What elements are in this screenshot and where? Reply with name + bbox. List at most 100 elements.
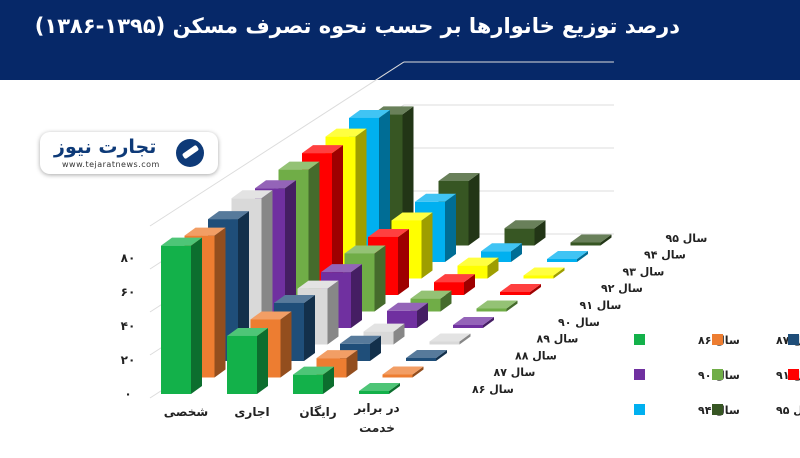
logo-url: www.tejaratnews.com (62, 160, 160, 169)
bar-side (214, 227, 226, 378)
bar (429, 333, 471, 345)
bar (293, 366, 334, 394)
bar-top (434, 274, 475, 283)
y-tick-label: ۲۰ (121, 353, 136, 367)
bar-side (327, 280, 339, 345)
bar-side (346, 350, 358, 378)
bar-top (382, 366, 424, 375)
bar-top (325, 128, 367, 137)
bar (481, 243, 522, 262)
bar (547, 251, 588, 262)
bar-side (285, 180, 296, 328)
bar-side (191, 237, 202, 394)
legend-swatch (712, 334, 723, 345)
bar-top (391, 212, 433, 221)
bar-front (359, 391, 389, 394)
bar-side (417, 302, 428, 328)
bar-front (382, 374, 413, 378)
bar-side (370, 335, 381, 361)
depth-label: سال ۹۰ (558, 316, 600, 329)
bar-front (500, 292, 530, 295)
bar-front (523, 275, 554, 279)
bar-top (547, 251, 588, 259)
legend-swatch (634, 369, 645, 380)
bars (161, 106, 612, 394)
bar-side (530, 284, 541, 295)
bar (453, 317, 494, 328)
bar-top (344, 245, 386, 254)
bar-top (438, 173, 480, 181)
bar-top (457, 257, 499, 266)
depth-label: سال ۹۵ (666, 232, 708, 245)
brand-logo: تجارت نیوز www.tejaratnews.com (40, 132, 218, 174)
bar-side (436, 350, 447, 361)
bar-top (406, 350, 447, 358)
depth-label: سال ۸۸ (515, 349, 557, 362)
bar-top (429, 333, 471, 342)
bar-top (231, 190, 273, 199)
bar-top (410, 290, 452, 299)
bar-front (476, 308, 507, 312)
bar-front (570, 242, 601, 246)
bar-top (302, 145, 343, 154)
bar-side (468, 173, 480, 246)
legend-swatch (712, 369, 723, 380)
bar-top (415, 193, 456, 202)
bar-side (351, 264, 362, 328)
bar-top (476, 300, 518, 309)
bar-top (349, 109, 390, 118)
bar-front (429, 341, 460, 345)
bar-side (421, 212, 433, 279)
gridline (149, 61, 405, 227)
legend-swatch (788, 334, 799, 345)
bar-top (316, 350, 358, 359)
bar-side (600, 234, 612, 246)
legend-entry: سال ۹۰ (634, 369, 740, 382)
depth-label: سال ۹۱ (580, 299, 622, 312)
bar-top (453, 317, 494, 325)
bar-side (511, 243, 522, 262)
bar-side (506, 300, 518, 312)
bar-front (547, 259, 577, 262)
bar-front (504, 228, 535, 246)
bar-side (412, 366, 424, 378)
bar-side (238, 211, 249, 361)
bar-front (227, 335, 257, 394)
bar-front (161, 245, 191, 394)
legend-entry: سال ۹۲ (788, 369, 799, 380)
legend-entry: سال ۹۵ (712, 404, 800, 417)
bar-top (278, 161, 320, 170)
tejarat-news-logo-icon (176, 139, 204, 167)
bar-top (504, 220, 546, 229)
depth-label: سال ۸۷ (494, 366, 536, 379)
logo-name: تجارت نیوز (54, 136, 157, 158)
bar (500, 284, 541, 295)
bar-top (387, 302, 428, 311)
bar-front (406, 358, 436, 361)
legend-swatch (788, 369, 799, 380)
legend-swatch (712, 404, 723, 415)
bar (382, 366, 424, 378)
legend-entry: سال ۸۶ (634, 334, 740, 347)
bar-side (534, 220, 546, 246)
bar-side (464, 274, 475, 295)
category-label: در برابر خدمت (353, 401, 399, 435)
header-banner: درصد توزیع خانوارها بر حسب نحوه تصرف مسک… (0, 0, 800, 80)
bar-side (440, 290, 452, 312)
bar-top (208, 211, 249, 220)
bar-top (227, 327, 268, 336)
bar-front (453, 325, 483, 328)
depth-label: سال ۹۳ (623, 265, 665, 278)
bar-top (321, 264, 362, 273)
legend-swatch (634, 404, 645, 415)
depth-label: سال ۸۹ (537, 333, 579, 346)
bar (476, 300, 518, 312)
legend-entry: سال ۸۸ (788, 334, 799, 345)
bar-top (184, 227, 226, 236)
category-label: اجاری (234, 405, 269, 419)
legend-swatch (634, 334, 645, 345)
bar-top (500, 284, 541, 292)
bar-side (261, 190, 273, 345)
y-tick-label: ۴۰ (121, 319, 136, 333)
